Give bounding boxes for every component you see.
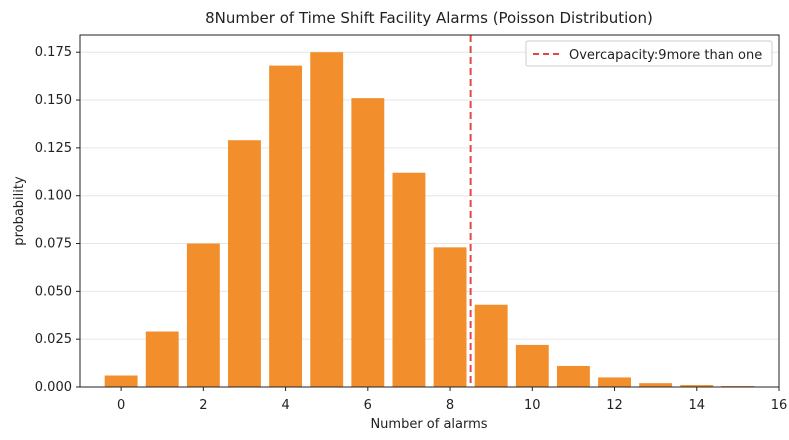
x-tick-label: 4 (281, 398, 289, 413)
legend-box (525, 40, 773, 67)
bar (186, 243, 220, 387)
bar (598, 377, 631, 387)
bar (515, 344, 549, 387)
x-tick-label: 12 (606, 398, 623, 413)
legend-label: Overcapacity:9more than one (569, 48, 762, 63)
bar (310, 52, 344, 387)
y-tick-label: 0.175 (35, 45, 72, 60)
bar (474, 304, 508, 387)
x-tick-label: 14 (688, 398, 705, 413)
bar (351, 98, 385, 387)
bar (228, 140, 261, 387)
tick-labels: 0.000 0.025 0.050 0.075 0.100 0.125 0.150 0.175… (35, 45, 787, 413)
y-axis-label: probability (12, 176, 27, 246)
y-tick-label: 0.050 (35, 284, 72, 299)
x-tick-label: 8 (446, 398, 454, 413)
bar (433, 247, 467, 387)
bar (639, 383, 673, 387)
y-tick-label: 0.025 (35, 332, 72, 347)
bar (392, 172, 426, 387)
x-tick-label: 16 (771, 398, 788, 413)
bar (680, 385, 714, 387)
y-tick-label: 0.125 (35, 141, 72, 156)
x-axis-label: Number of alarms (370, 417, 487, 432)
bar (269, 65, 303, 387)
x-tick-label: 10 (524, 398, 541, 413)
bar (104, 375, 138, 387)
bar (145, 331, 179, 387)
y-tick-label: 0.150 (35, 93, 72, 108)
bars (104, 52, 755, 387)
y-tick-label: 0.000 (35, 380, 72, 395)
x-tick-label: 6 (364, 398, 372, 413)
y-tick-label: 0.075 (35, 237, 72, 252)
grid-lines (80, 51, 779, 388)
bar (556, 365, 590, 387)
chart-title: 8Number of Time Shift Facility Alarms (P… (205, 9, 653, 27)
legend: Overcapacity:9more than one (525, 40, 773, 67)
plot-frame (79, 34, 780, 388)
x-tick-label: 2 (199, 398, 207, 413)
axes (76, 34, 780, 391)
x-tick-label: 0 (117, 398, 125, 413)
y-tick-label: 0.100 (35, 189, 72, 204)
